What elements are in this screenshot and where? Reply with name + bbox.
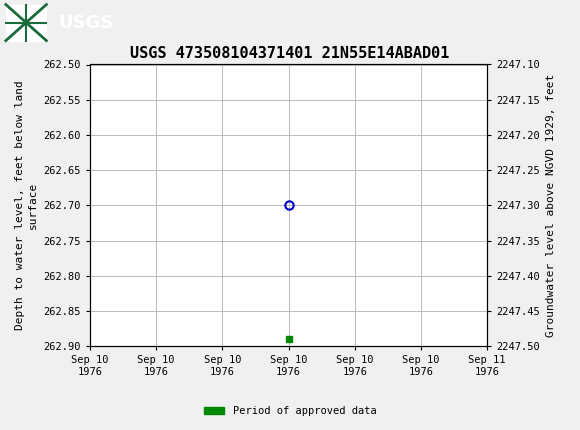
FancyBboxPatch shape [6,4,46,41]
Legend: Period of approved data: Period of approved data [200,402,380,421]
Text: USGS: USGS [58,14,113,31]
Text: USGS 473508104371401 21N55E14ABAD01: USGS 473508104371401 21N55E14ABAD01 [130,46,450,61]
Y-axis label: Depth to water level, feet below land
surface: Depth to water level, feet below land su… [14,80,38,330]
Y-axis label: Groundwater level above NGVD 1929, feet: Groundwater level above NGVD 1929, feet [546,74,556,337]
